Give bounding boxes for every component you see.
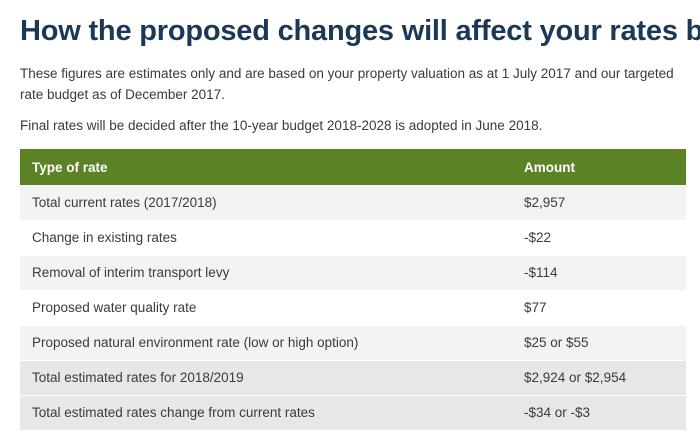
header-amount: Amount [524, 159, 575, 175]
rate-type-cell: Removal of interim transport levy [20, 255, 512, 291]
rate-amount-cell: $77 [512, 290, 686, 326]
total-row: Total estimated rates change from curren… [20, 395, 686, 431]
header-type: Type of rate [32, 159, 108, 175]
rate-amount-cell: -$34 or -$3 [512, 395, 686, 431]
table-header: Type of rate Amount [20, 149, 686, 185]
table-row: Proposed water quality rate $77 [20, 290, 686, 326]
table-body: Total current rates (2017/2018) $2,957 C… [20, 185, 686, 431]
note-paragraph: Final rates will be decided after the 10… [20, 118, 543, 133]
rate-amount-cell: $25 or $55 [512, 325, 686, 361]
intro-paragraph: These figures are estimates only and are… [20, 66, 674, 102]
rate-type-cell: Total current rates (2017/2018) [20, 185, 512, 221]
table-row: Total current rates (2017/2018) $2,957 [20, 185, 686, 221]
table-row: Removal of interim transport levy -$114 [20, 255, 686, 291]
total-row: Total estimated rates for 2018/2019 $2,9… [20, 360, 686, 396]
rates-table: Type of rate Amount Total current rates … [20, 149, 686, 431]
rate-type-cell: Proposed water quality rate [20, 290, 512, 326]
rate-amount-cell: -$114 [512, 255, 686, 291]
rate-type-cell: Proposed natural environment rate (low o… [20, 325, 512, 361]
table-row: Change in existing rates -$22 [20, 220, 686, 256]
header-row: Type of rate Amount [20, 149, 686, 185]
rate-type-cell: Total estimated rates change from curren… [20, 395, 512, 431]
rate-amount-cell: -$22 [512, 220, 686, 256]
page-title: How the proposed changes will affect you… [20, 15, 700, 47]
rate-type-cell: Change in existing rates [20, 220, 512, 256]
rate-amount-cell: $2,924 or $2,954 [512, 360, 686, 396]
table-row: Proposed natural environment rate (low o… [20, 325, 686, 361]
rate-amount-cell: $2,957 [512, 185, 686, 221]
rate-type-cell: Total estimated rates for 2018/2019 [20, 360, 512, 396]
